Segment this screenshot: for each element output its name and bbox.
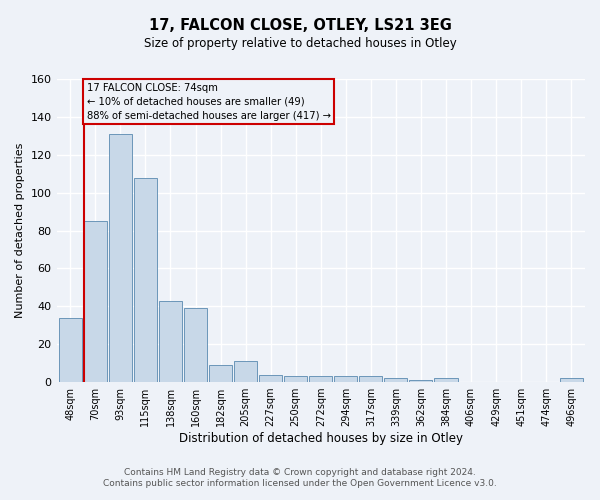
Text: Size of property relative to detached houses in Otley: Size of property relative to detached ho… [143, 38, 457, 51]
Text: 17 FALCON CLOSE: 74sqm
← 10% of detached houses are smaller (49)
88% of semi-det: 17 FALCON CLOSE: 74sqm ← 10% of detached… [87, 83, 331, 121]
Y-axis label: Number of detached properties: Number of detached properties [15, 143, 25, 318]
Bar [334, 376, 358, 382]
Bar [385, 378, 407, 382]
Bar [359, 376, 382, 382]
Bar [434, 378, 458, 382]
Bar [84, 221, 107, 382]
Bar [560, 378, 583, 382]
Bar [284, 376, 307, 382]
Text: 17, FALCON CLOSE, OTLEY, LS21 3EG: 17, FALCON CLOSE, OTLEY, LS21 3EG [149, 18, 451, 32]
Bar [234, 361, 257, 382]
Bar [109, 134, 132, 382]
Bar [309, 376, 332, 382]
Bar [259, 374, 282, 382]
Bar [409, 380, 433, 382]
Text: Contains HM Land Registry data © Crown copyright and database right 2024.
Contai: Contains HM Land Registry data © Crown c… [103, 468, 497, 487]
Bar [209, 365, 232, 382]
Bar [59, 318, 82, 382]
X-axis label: Distribution of detached houses by size in Otley: Distribution of detached houses by size … [179, 432, 463, 445]
Bar [134, 178, 157, 382]
Bar [184, 308, 207, 382]
Bar [159, 300, 182, 382]
